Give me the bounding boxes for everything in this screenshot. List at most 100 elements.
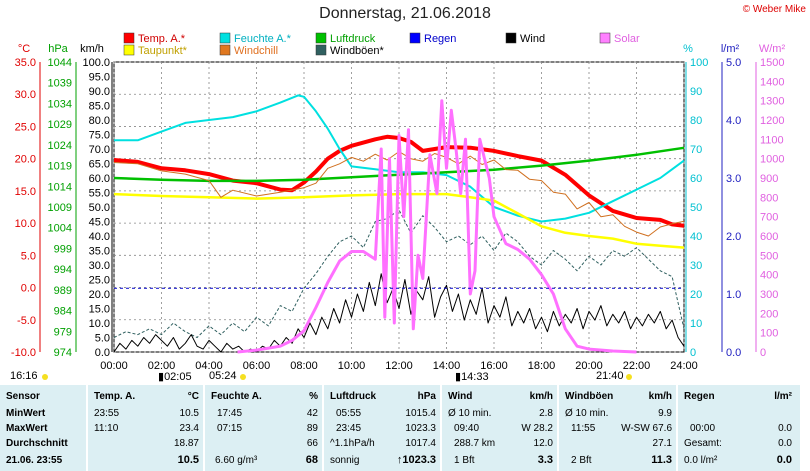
humidity-axis-tick: 10 xyxy=(690,318,702,330)
sunrise-time-2: 05:24 xyxy=(209,370,237,382)
rain-unit: l/m² xyxy=(774,391,792,402)
solar-axis-tick: 400 xyxy=(760,270,778,282)
wind-axis-tick: 15.0 xyxy=(89,304,110,316)
solar-axis-tick: 1500 xyxy=(760,57,784,69)
wind-axis-tick: 80.0 xyxy=(89,115,110,127)
wind-day-avg: 12.0 xyxy=(533,438,553,449)
solar-axis-tick: 0 xyxy=(760,347,766,359)
wind-beaufort: 1 Bft xyxy=(454,455,475,466)
solar-axis-tick: 300 xyxy=(760,289,778,301)
legend-label: Feuchte A.* xyxy=(234,33,292,45)
sensor-row-label: Durchschnitt xyxy=(6,438,68,449)
copyright-text: © Weber Mike xyxy=(742,4,806,15)
wind-axis-tick: 40.0 xyxy=(89,231,110,243)
temp-axis-tick: 0.0 xyxy=(21,283,36,295)
sunrise-time: ▮02:05 xyxy=(158,371,192,383)
solar-axis-tick: 1100 xyxy=(760,134,784,146)
humidity-column: Feuchte A. % 17:45 42 07:15 89 66 6.60 g… xyxy=(205,385,322,471)
wind-axis-tick: 45.0 xyxy=(89,217,110,229)
pressure-axis-tick: 979 xyxy=(54,326,72,338)
humidity-unit: % xyxy=(309,391,318,402)
temp-axis-tick: -5.0 xyxy=(17,315,36,327)
humidity-axis-tick: 20 xyxy=(690,289,702,301)
series-line-solar xyxy=(237,99,637,354)
humidity-current-value: 68 xyxy=(305,454,318,466)
humidity-header: Feuchte A. xyxy=(211,391,262,402)
x-tick-label: 14:00 xyxy=(433,360,461,372)
pressure-axis-tick: 1029 xyxy=(48,119,72,131)
sun-icon xyxy=(42,374,48,380)
sun-time-left: 16:16 xyxy=(10,370,38,382)
wind-avg-value: 2.8 xyxy=(539,408,553,419)
pressure-axis-tick: 1039 xyxy=(48,78,72,90)
wind-axis-tick: 65.0 xyxy=(89,159,110,171)
legend-label: Luftdruck xyxy=(330,33,376,45)
pressure-max-time: 23:45 xyxy=(336,423,362,434)
pressure-avg-value: 1017.4 xyxy=(405,438,436,449)
temp-min-time: 23:55 xyxy=(94,408,120,419)
temp-axis-tick: 20.0 xyxy=(15,154,36,166)
legend-label: Windböen* xyxy=(330,45,385,57)
pressure-axis-tick: 999 xyxy=(54,243,72,255)
legend-swatch xyxy=(123,44,135,56)
pressure-axis-tick: 1009 xyxy=(48,202,72,214)
humidity-axis-tick: 50 xyxy=(690,202,702,214)
wind-axis-unit: km/h xyxy=(80,43,104,55)
humidity-min-value: 42 xyxy=(306,408,318,419)
pressure-current-value: ↑1023.3 xyxy=(396,454,436,466)
sunset-time: 21:40 xyxy=(596,370,624,382)
pressure-axis-tick: 1019 xyxy=(48,161,72,173)
solar-axis-tick: 1200 xyxy=(760,115,784,127)
wind-axis-tick: 95.0 xyxy=(89,72,110,84)
x-tick-label: 20:00 xyxy=(575,360,603,372)
temp-avg-value: 18.87 xyxy=(173,438,199,449)
humidity-axis-tick: 60 xyxy=(690,173,702,185)
gust-day-avg: 27.1 xyxy=(652,438,672,449)
rain-max-value: 0.0 xyxy=(778,423,792,434)
wind-max-time: 09:40 xyxy=(454,423,480,434)
rain-column: Regen l/m² 00:00 0.0 Gesamt: 0.0 0.0 l/m… xyxy=(678,385,800,471)
solar-axis-tick: 900 xyxy=(760,173,778,185)
x-tick-label: 00:00 xyxy=(100,360,128,372)
humidity-axis-tick: 90 xyxy=(690,86,702,98)
wind-axis-tick: 35.0 xyxy=(89,246,110,258)
legend-swatch xyxy=(315,44,327,56)
sun-icon-2 xyxy=(240,374,246,380)
humidity-axis-tick: 100 xyxy=(690,57,708,69)
wind-axis-tick: 20.0 xyxy=(89,289,110,301)
temp-axis-tick: 35.0 xyxy=(15,57,36,69)
wind-axis-tick: 60.0 xyxy=(89,173,110,185)
pressure-column: Luftdruck hPa 05:55 1015.4 23:45 1023.3 … xyxy=(324,385,440,471)
pressure-axis-tick: 1004 xyxy=(48,223,72,235)
humidity-axis-tick: 80 xyxy=(690,115,702,127)
temp-axis-tick: 30.0 xyxy=(15,89,36,101)
solar-noon-time: ▮14:33 xyxy=(455,371,489,383)
legend-label: Temp. A.* xyxy=(138,33,186,45)
x-tick-label: 06:00 xyxy=(243,360,271,372)
humidity-axis-tick: 0 xyxy=(690,347,696,359)
x-tick-label: 12:00 xyxy=(385,360,413,372)
pressure-max-value: 1023.3 xyxy=(405,423,436,434)
temp-axis-tick: 15.0 xyxy=(15,186,36,198)
wind-axis-tick: 25.0 xyxy=(89,275,110,287)
gust-max-time: 11:55 xyxy=(571,423,596,434)
humidity-abs-value: 6.60 g/m³ xyxy=(215,455,258,466)
legend-swatch xyxy=(599,32,611,44)
wind-avg-label: Ø 10 min. xyxy=(448,408,492,419)
humidity-max-time: 07:15 xyxy=(217,423,243,434)
wind-axis-tick: 30.0 xyxy=(89,260,110,272)
pressure-axis-tick: 1044 xyxy=(48,57,72,69)
sensor-row-label: MaxWert xyxy=(6,423,48,434)
wind-unit: km/h xyxy=(529,391,553,402)
pressure-axis-tick: 984 xyxy=(54,306,72,318)
pressure-axis-tick: 1024 xyxy=(48,140,72,152)
pressure-unit: hPa xyxy=(417,391,436,402)
temp-unit: °C xyxy=(187,391,199,402)
temp-max-value: 23.4 xyxy=(179,423,199,434)
gust-column: Windböen km/h Ø 10 min. 9.9 11:55 W-SW 6… xyxy=(559,385,676,471)
legend-swatch xyxy=(123,32,135,44)
rain-axis-tick: 3.0 xyxy=(726,173,741,185)
x-tick-label: 22:00 xyxy=(623,360,651,372)
wind-column: Wind km/h Ø 10 min. 2.8 09:40 W 28.2 288… xyxy=(442,385,557,471)
rain-total-value: 0.0 xyxy=(778,438,792,449)
